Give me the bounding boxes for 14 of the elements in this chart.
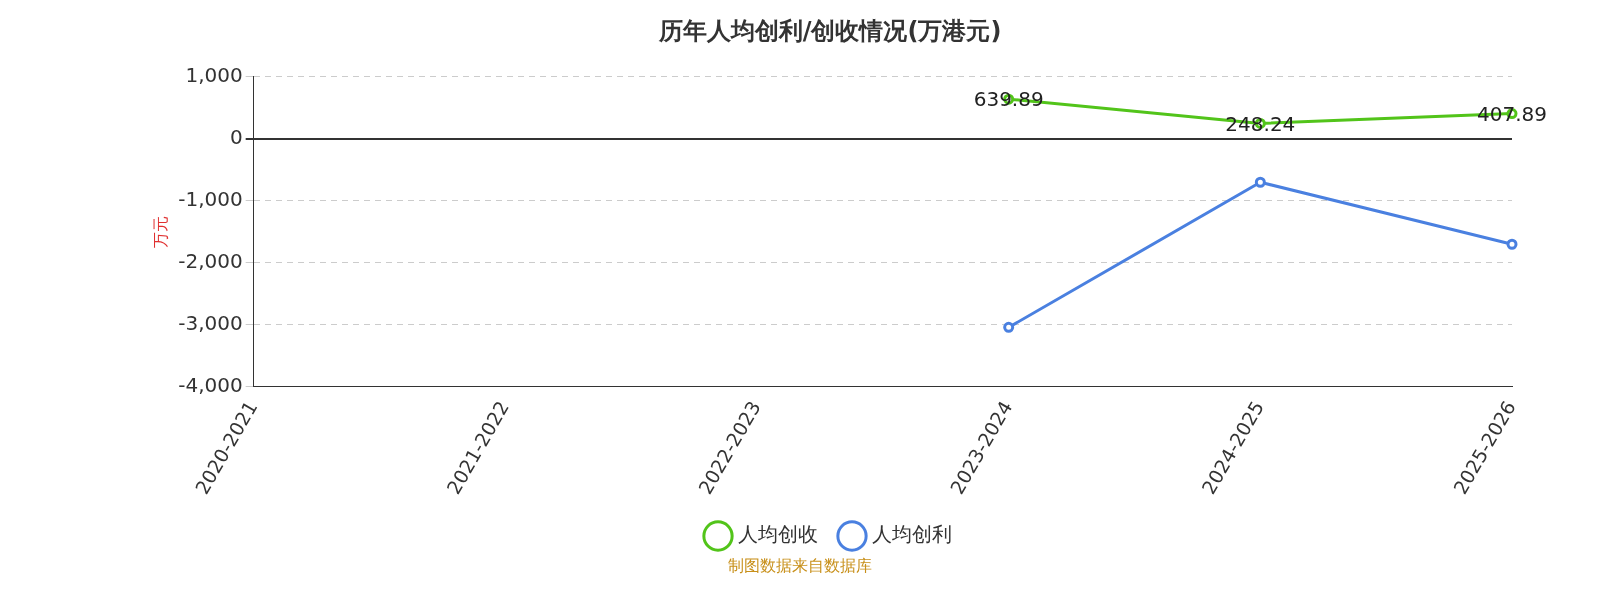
y-tick-label: 0 bbox=[229, 125, 243, 150]
legend-label: 人均创利 bbox=[872, 522, 952, 547]
y-tick-label: 1,000 bbox=[185, 63, 243, 87]
point bbox=[1003, 321, 1015, 333]
y-tick-label: -1,000 bbox=[178, 187, 243, 212]
point bbox=[1506, 238, 1518, 250]
text: 制图数据来自数据库 bbox=[727, 556, 873, 577]
chart-title: 历年人均创利/创收情况(万港元) bbox=[657, 16, 1002, 45]
y-tick-label: -3,000 bbox=[178, 311, 243, 336]
legend-label: 人均创收 bbox=[738, 522, 818, 547]
y-tick-label: -2,000 bbox=[178, 249, 243, 274]
y-tick-label: -4,000 bbox=[178, 373, 243, 398]
point bbox=[1254, 176, 1266, 188]
y-axis-title: 万元 bbox=[150, 215, 170, 248]
